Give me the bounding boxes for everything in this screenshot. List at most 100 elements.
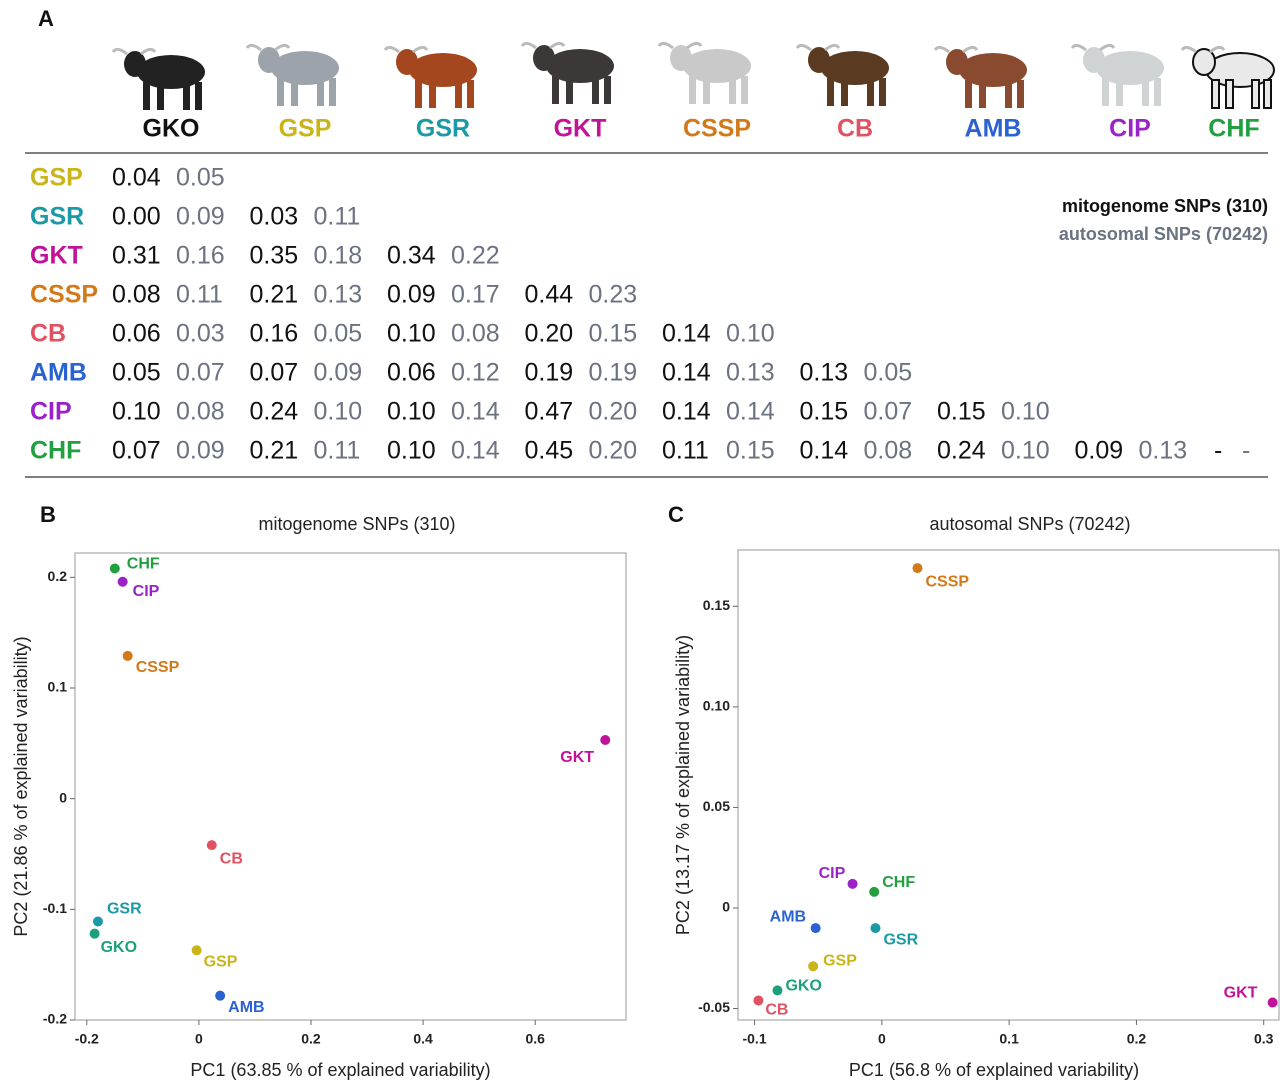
cell-mito: 0.10 [387, 320, 436, 348]
cell-mito: 0.07 [112, 437, 161, 465]
x-tick-label: -0.2 [75, 1031, 99, 1047]
point [869, 886, 880, 897]
cell-mito: 0.35 [250, 242, 299, 270]
row-label: CB [30, 320, 66, 348]
point [912, 563, 923, 574]
cell-autosomal: 0.07 [176, 359, 225, 387]
plot-frame [74, 552, 627, 1021]
cell-mito: 0.44 [525, 281, 574, 309]
column-header: GSP [279, 115, 332, 143]
x-tick-label: 0.2 [301, 1031, 321, 1047]
cell-mito: 0.08 [112, 281, 161, 309]
cell-autosomal: 0.09 [314, 359, 363, 387]
y-tick-label: 0.1 [48, 679, 68, 695]
chart-title: autosomal SNPs (70242) [929, 514, 1130, 534]
cow-images [111, 41, 1276, 112]
cell-mito: 0.19 [525, 359, 574, 387]
plot-frame [737, 549, 1280, 1021]
row-label: CSSP [30, 281, 98, 309]
y-tick-label: 0.10 [703, 698, 730, 714]
x-tick-label: 0.1 [999, 1031, 1019, 1047]
cell-mito: 0.31 [112, 242, 161, 270]
x-tick-label: 0.2 [1127, 1031, 1147, 1047]
cell-autosomal: 0.15 [726, 437, 775, 465]
point-label: CSSP [925, 573, 969, 590]
cell-mito: 0.15 [937, 398, 986, 426]
point-label: CSSP [136, 659, 180, 676]
cell-autosomal: 0.14 [726, 398, 775, 426]
cell-autosomal: 0.08 [176, 398, 225, 426]
cell-autosomal: 0.10 [1001, 437, 1050, 465]
cell-autosomal: 0.03 [176, 320, 225, 348]
cell-autosomal: 0.07 [864, 398, 913, 426]
column-header: GSR [416, 115, 470, 143]
cell-autosomal: 0.16 [176, 242, 225, 270]
column-header: CB [837, 115, 873, 143]
cell-autosomal: 0.05 [864, 359, 913, 387]
panel-label: A [38, 6, 54, 31]
column-header: GKT [554, 115, 607, 143]
y-tick-label: -0.05 [698, 999, 730, 1015]
x-tick-label: 0.3 [1254, 1031, 1274, 1047]
cell-autosomal: 0.05 [314, 320, 363, 348]
column-header: GKO [143, 115, 200, 143]
cell-mito: 0.07 [250, 359, 299, 387]
cell-mito: 0.11 [662, 437, 709, 465]
cell-mito: 0.15 [800, 398, 849, 426]
point [122, 650, 133, 661]
cell-autosomal: 0.10 [1001, 398, 1050, 426]
cell-autosomal: 0.08 [451, 320, 500, 348]
panel-label: B [40, 502, 56, 527]
cell-mito: 0.06 [387, 359, 436, 387]
point [753, 995, 764, 1006]
cell-autosomal: 0.17 [451, 281, 500, 309]
cell-autosomal: 0.22 [451, 242, 500, 270]
x-tick-label: 0 [878, 1031, 886, 1047]
cell-autosomal: 0.14 [451, 398, 500, 426]
y-tick-label: 0.05 [703, 798, 730, 814]
point-label: CIP [133, 583, 160, 600]
x-axis-label: PC1 (56.8 % of explained variability) [849, 1060, 1139, 1080]
point-label: GKO [785, 978, 821, 995]
point-label: CHF [127, 556, 160, 573]
cell-autosomal: 0.14 [451, 437, 500, 465]
y-tick-label: 0.15 [703, 597, 730, 613]
cell-mito: 0.03 [250, 203, 299, 231]
cell-autosomal: 0.09 [176, 203, 225, 231]
cell-mito: 0.16 [250, 320, 299, 348]
cell-mito: 0.09 [1075, 437, 1124, 465]
point-label: CB [765, 1002, 788, 1019]
cell-autosomal: 0.12 [451, 359, 500, 387]
cell-mito: 0.45 [525, 437, 574, 465]
cell-autosomal: 0.19 [589, 359, 638, 387]
point [810, 923, 821, 934]
cell-autosomal: 0.20 [589, 398, 638, 426]
cell-autosomal: 0.10 [726, 320, 775, 348]
cell-mito: 0.04 [112, 164, 161, 192]
y-axis-label: PC2 (13.17 % of explained variability) [673, 635, 693, 935]
y-tick-label: 0 [722, 899, 730, 915]
point [89, 928, 100, 939]
cell-mito: 0.05 [112, 359, 161, 387]
cell-mito: 0.00 [112, 203, 161, 231]
row-label: GSR [30, 203, 84, 231]
point-label: AMB [770, 908, 806, 925]
point-label: GSR [107, 901, 142, 918]
point [92, 916, 103, 927]
point-label: AMB [228, 999, 264, 1016]
point-label: GKT [1224, 985, 1258, 1002]
cell-mito: 0.21 [250, 437, 299, 465]
point-label: GSP [204, 954, 238, 971]
cell-autosomal: 0.05 [176, 164, 225, 192]
cell-mito: 0.13 [800, 359, 849, 387]
point-label: GSR [883, 931, 918, 948]
point-label: GSP [823, 953, 857, 970]
cell-autosomal: 0.15 [589, 320, 638, 348]
point [191, 945, 202, 956]
point [206, 840, 217, 851]
point [117, 576, 128, 587]
row-label: CHF [30, 437, 81, 465]
legend-entry: mitogenome SNPs (310) [1062, 196, 1268, 216]
point [772, 985, 783, 996]
cell-mito: 0.21 [250, 281, 299, 309]
